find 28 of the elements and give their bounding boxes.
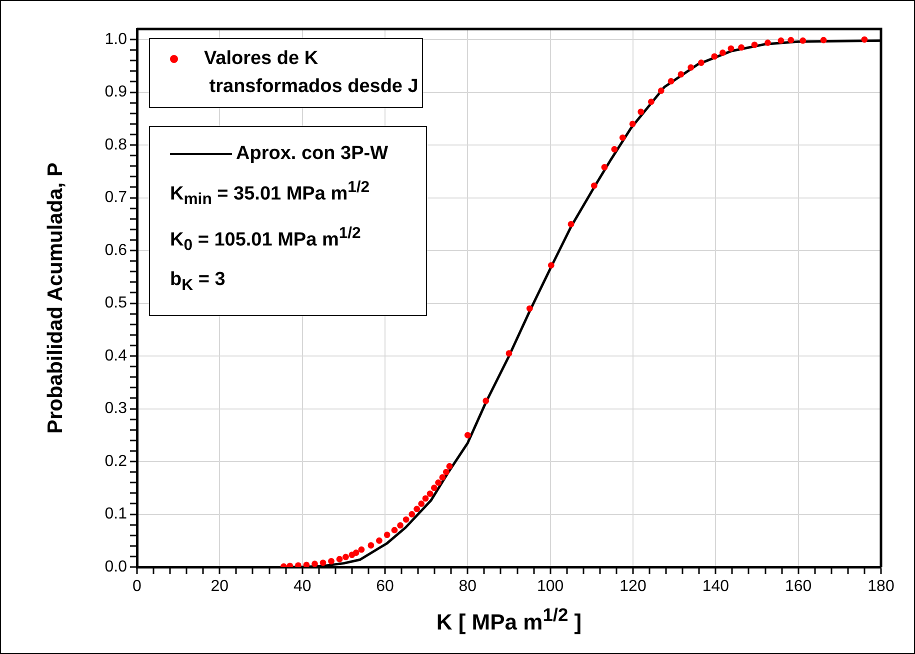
y-tick-label: 0.7 [104,189,128,206]
x-tick-label: 80 [458,578,477,596]
y-tick-label: 0.1 [104,506,128,523]
x-tick-label: 180 [868,578,894,596]
x-tick-label: 140 [702,578,730,596]
y-tick-label: 0.5 [104,294,128,312]
y-tick-label: 1.0 [104,30,128,48]
y-tick-label: 0.2 [104,452,128,470]
y-tick-label: 0.0 [104,558,128,576]
y-tick-label: 0.3 [104,400,128,418]
x-tick-label: 20 [210,578,229,596]
annotation: b$_{K}$ = 3 [170,268,226,296]
y-tick-label: 0.9 [104,84,128,101]
y-tick-label: 0.6 [104,242,128,259]
y-tick-label: 0.4 [104,347,128,364]
legend-label: Aprox. con 3P-W [236,142,388,166]
annotation: K$_{min}$ = 35.01 MPa m$^{1/2}$ [170,178,371,210]
x-tick-label: 40 [293,578,312,596]
x-tick-label: 160 [784,578,812,596]
x-tick-label: 120 [620,578,646,596]
x-tick-label: 60 [376,578,394,596]
x-tick-label: 0 [132,578,142,596]
annotation: K$_{0}$ = 105.01 MPa m$^{1/2}$ [170,224,362,256]
x-axis-title: K [ MPa m$^{1/2}$ ] [435,604,583,636]
x-tick-label: 100 [536,578,564,596]
y-tick-label: 0.8 [104,136,128,154]
y-axis-title: Probabilidad Acumulada, P [43,161,68,436]
legend-label: Valores de K transformados desde J [204,47,418,99]
